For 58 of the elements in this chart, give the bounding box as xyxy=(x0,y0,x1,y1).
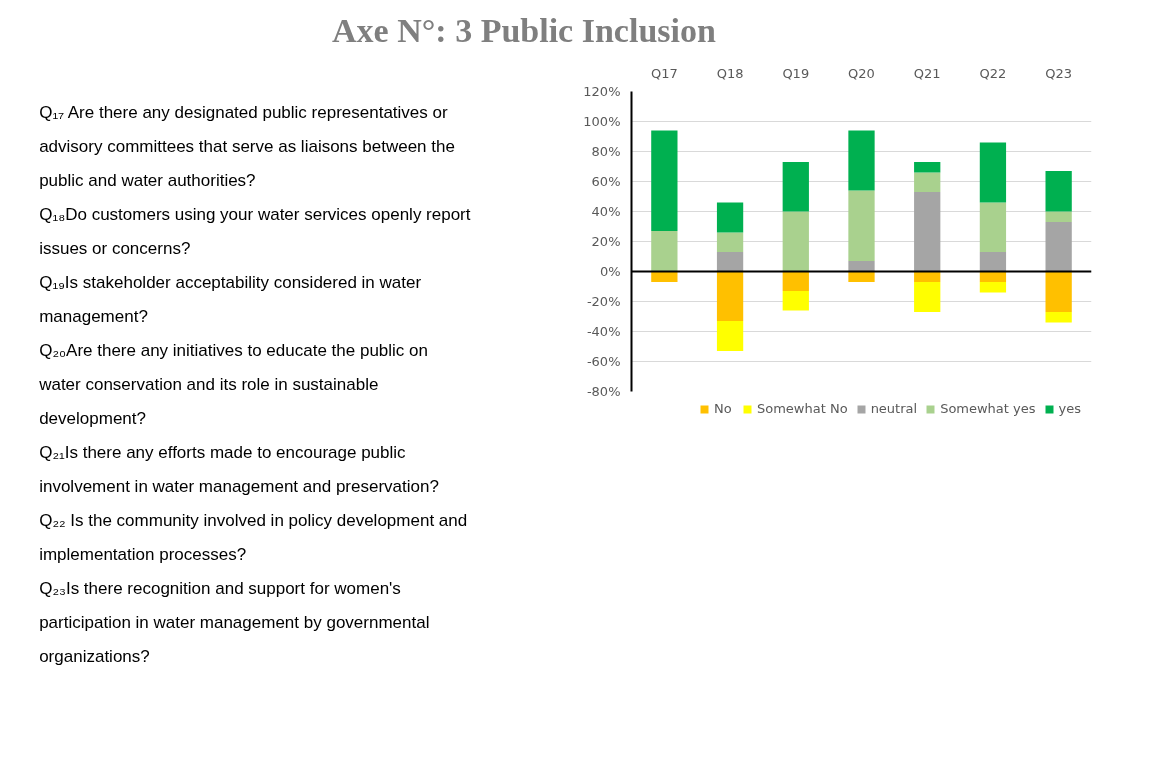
bar xyxy=(782,271,809,291)
text: Q₂₃Is there recognition and support for women's participation in water management by governmental organizations? xyxy=(39,578,430,666)
bar xyxy=(716,232,744,252)
bar xyxy=(979,282,1007,293)
y-tick-label: 20% xyxy=(591,234,621,249)
bar xyxy=(979,202,1007,252)
bar xyxy=(848,190,875,261)
bar xyxy=(914,172,941,192)
bar xyxy=(716,271,744,321)
bar xyxy=(1045,271,1072,312)
y-tick-label: 40% xyxy=(591,204,621,219)
chart-title: Axe N°: 3 Public Inclusion xyxy=(332,11,716,49)
y-tick-label: -40% xyxy=(586,324,621,339)
bar xyxy=(979,142,1007,203)
bar xyxy=(716,252,744,272)
x-tick-label: Q22 xyxy=(979,65,1007,81)
bar xyxy=(914,162,941,173)
text: Q₁₇ Are there any designated public representatives or advisory committees that serve as liaisons between the public and water authorities? xyxy=(39,102,455,190)
text: Q₁₈Do customers using your water services openly report issues or concerns? xyxy=(39,204,471,258)
text: Q₂₂ Is the community involved in policy development and implementation processes? xyxy=(39,510,468,564)
bar xyxy=(1045,312,1072,323)
legend-label: Somewhat No xyxy=(757,401,848,416)
bar xyxy=(1045,171,1072,212)
y-tick-label: -60% xyxy=(586,354,621,369)
x-tick-label: Q21 xyxy=(913,65,941,81)
bar xyxy=(651,130,678,231)
bar xyxy=(782,162,809,212)
bar xyxy=(914,282,941,312)
bar xyxy=(848,261,875,272)
text: Q₁₉Is stakeholder acceptability considered in water management? xyxy=(39,272,422,326)
legend-label: Somewhat yes xyxy=(940,401,1036,416)
x-tick-label: Q18 xyxy=(716,65,744,81)
bar xyxy=(651,231,678,272)
legend-label: yes xyxy=(1058,401,1081,416)
y-tick-label: 80% xyxy=(591,144,621,159)
legend-label: neutral xyxy=(870,401,918,416)
text: Q₂₁Is there any efforts made to encourage public involvement in water management and preservation? xyxy=(39,442,439,496)
y-tick-label: 0% xyxy=(599,264,621,279)
x-tick-label: Q19 xyxy=(782,65,810,81)
y-tick-label: 120% xyxy=(583,84,621,99)
y-tick-label: 60% xyxy=(591,174,621,189)
y-tick-label: -80% xyxy=(586,384,621,399)
bar xyxy=(716,202,744,233)
bar xyxy=(914,192,941,272)
legend-label: No xyxy=(714,401,733,416)
x-tick-label: Q17 xyxy=(650,65,678,81)
bar xyxy=(1045,222,1072,272)
y-tick-label: -20% xyxy=(586,294,621,309)
x-tick-label: Q23 xyxy=(1045,65,1073,81)
bar xyxy=(848,130,875,191)
text: Q₂₀Are there any initiatives to educate the public on water conservation and its role in sustainable development? xyxy=(38,340,428,428)
bar xyxy=(782,291,809,311)
x-tick-label: Q20 xyxy=(848,65,875,81)
bar xyxy=(716,321,744,351)
bar xyxy=(782,211,809,272)
y-tick-label: 100% xyxy=(583,114,621,129)
bar xyxy=(1045,211,1072,222)
bar xyxy=(979,252,1007,272)
